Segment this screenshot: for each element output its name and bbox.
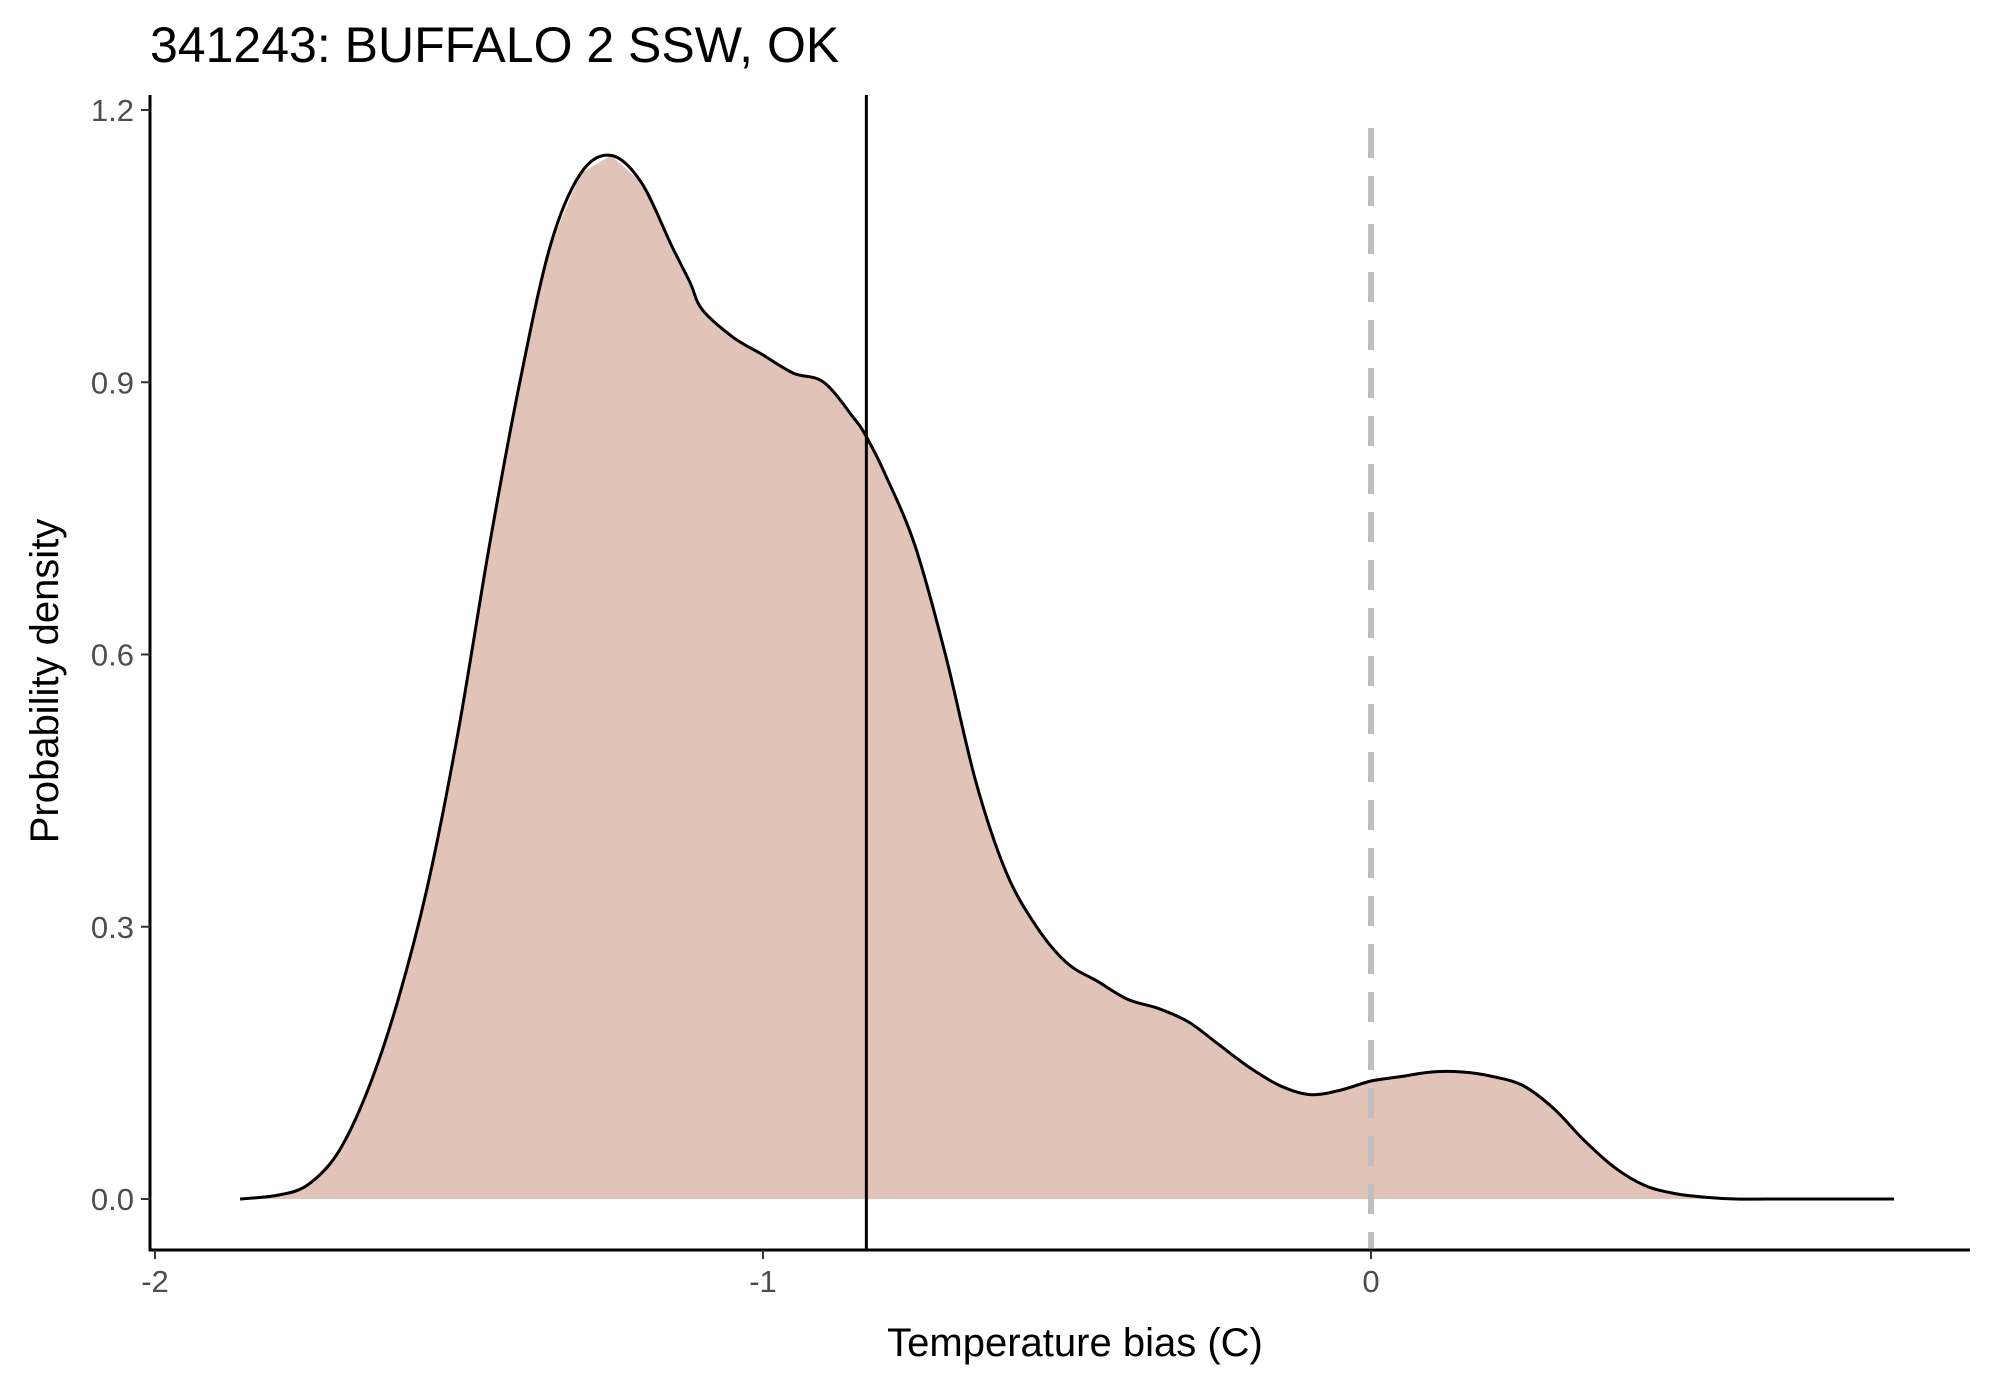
x-axis-title: Temperature bias (C)	[887, 1321, 1263, 1365]
y-tick-label: 0.9	[91, 365, 134, 400]
y-tick-label: 0.6	[91, 638, 134, 673]
x-tick-label: -2	[141, 1264, 169, 1299]
y-axis: 0.0 0.3 0.6 0.9 1.2	[91, 93, 152, 1251]
y-tick-label: 0.0	[91, 1182, 134, 1217]
density-area-fill	[240, 155, 1894, 1199]
y-axis-title: Probability density	[23, 519, 67, 844]
plot-area	[239, 95, 1894, 1250]
y-tick-label: 0.3	[91, 910, 134, 945]
x-axis: -2 -1 0	[141, 1248, 1970, 1299]
x-tick-label: -1	[749, 1264, 777, 1299]
y-tick-label: 1.2	[91, 93, 134, 128]
chart-title: 341243: BUFFALO 2 SSW, OK	[150, 17, 839, 73]
x-tick-label: 0	[1362, 1264, 1379, 1299]
density-curve-line	[239, 153, 1894, 1201]
